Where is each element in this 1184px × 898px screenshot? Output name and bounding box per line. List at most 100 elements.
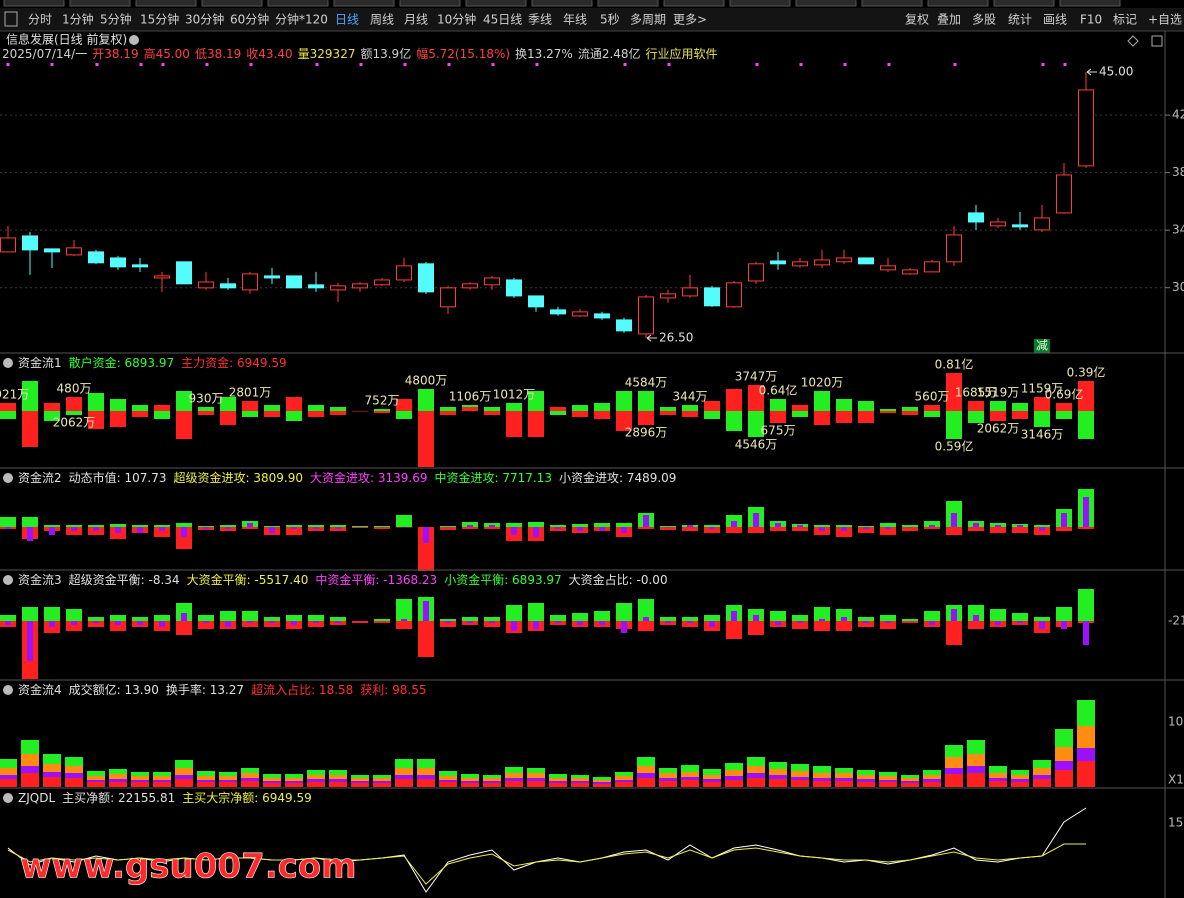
toolbar-button[interactable]: 叠加 <box>937 13 961 27</box>
toolbar-button[interactable]: 年线 <box>563 13 587 27</box>
bar <box>242 621 258 627</box>
candle-body <box>396 265 412 281</box>
bar <box>374 619 390 621</box>
toolbar-button[interactable]: 60分钟 <box>230 12 269 27</box>
candle-body <box>440 287 456 308</box>
info-item: 低38.19 <box>195 47 241 61</box>
window-icons <box>1127 35 1163 47</box>
bar <box>599 621 605 625</box>
toolbar-button[interactable]: 分时 <box>28 13 52 27</box>
bar <box>374 526 390 527</box>
bar-segment <box>65 773 83 778</box>
bar <box>1061 621 1067 629</box>
toolbar-button[interactable]: 统计 <box>1008 13 1032 27</box>
bar <box>401 619 407 621</box>
candle-body <box>0 237 16 253</box>
toolbar-button[interactable]: 10分钟 <box>437 12 476 27</box>
bar-segment <box>505 773 523 778</box>
toolbar-button[interactable]: 15分钟 <box>140 12 179 27</box>
bar <box>462 407 478 411</box>
bar <box>462 522 478 527</box>
toolbar-button[interactable]: F10 <box>1080 13 1102 27</box>
toolbar-button[interactable]: 1分钟 <box>62 12 94 27</box>
side-label: 10 <box>1168 715 1183 729</box>
toolbar-button[interactable]: 5分钟 <box>100 12 132 27</box>
bar-segment <box>703 779 721 782</box>
candle-body <box>880 265 896 271</box>
bar <box>1056 403 1072 411</box>
toolbar-button[interactable]: 标记 <box>1113 13 1137 27</box>
bar-segment <box>1033 779 1051 787</box>
toolbar-button[interactable]: 复权 <box>905 13 929 27</box>
toolbar-button[interactable]: 5秒 <box>600 13 620 27</box>
signal-label: 减 <box>1036 339 1048 353</box>
bar <box>1012 527 1028 533</box>
bar <box>704 401 720 411</box>
low-arrow <box>646 334 657 342</box>
bar-segment <box>1011 770 1029 775</box>
toolbar-button[interactable]: 周线 <box>370 13 394 27</box>
bar <box>704 615 720 621</box>
bar <box>1083 497 1089 527</box>
bar-segment <box>1055 770 1073 787</box>
toolbar-button[interactable]: 分钟*120 <box>275 12 328 27</box>
bar <box>88 525 104 527</box>
bar <box>660 526 676 527</box>
panel-menu-icon[interactable] <box>3 685 13 695</box>
bar-segment <box>813 773 831 778</box>
bar <box>572 405 588 411</box>
bar <box>506 523 522 527</box>
toolbar-button[interactable]: 30分钟 <box>185 12 224 27</box>
bar-segment <box>461 781 479 783</box>
bar <box>594 403 610 411</box>
bar <box>44 403 60 411</box>
bar <box>462 527 478 529</box>
bar-segment <box>285 783 303 787</box>
panel-menu-icon[interactable] <box>3 793 13 803</box>
bar <box>902 619 918 621</box>
toolbar-button[interactable]: +自选 <box>1148 13 1182 27</box>
bar <box>1017 621 1023 623</box>
toolbar-button[interactable]: 季线 <box>528 13 552 27</box>
bar <box>44 607 60 621</box>
bar <box>924 405 940 411</box>
bar <box>423 527 429 543</box>
bar-segment <box>593 784 611 787</box>
bar <box>814 391 830 411</box>
toolbar-button[interactable]: 画线 <box>1043 13 1067 27</box>
bar-segment <box>373 778 391 781</box>
bar <box>819 527 825 531</box>
bar <box>880 527 896 535</box>
toolbar-button[interactable]: 日线 <box>335 13 359 27</box>
bar <box>858 617 874 621</box>
panel-menu-icon[interactable] <box>3 575 13 585</box>
toolbar-button[interactable]: 多股 <box>972 13 996 27</box>
bar <box>814 411 830 425</box>
bar <box>132 411 148 417</box>
bar <box>572 613 588 621</box>
bar <box>247 621 253 623</box>
bar <box>1078 411 1094 439</box>
bar-segment <box>65 757 83 766</box>
candle-body <box>814 259 830 266</box>
candle-body <box>550 309 566 315</box>
title-menu-icon[interactable] <box>129 35 139 45</box>
bar-annotation: 560万 <box>915 390 950 404</box>
bar <box>951 609 957 621</box>
bar <box>880 411 896 413</box>
panel-menu-icon[interactable] <box>3 473 13 483</box>
bar <box>924 521 940 527</box>
toolbar-button[interactable]: 更多> <box>673 13 707 27</box>
bar <box>863 621 869 623</box>
toolbar-button[interactable]: 45日线 <box>483 13 522 27</box>
bar <box>286 527 302 535</box>
toolbar-button[interactable]: 月线 <box>404 13 428 27</box>
candle-body <box>682 287 698 297</box>
toolbar-button[interactable]: 多周期 <box>630 13 666 27</box>
bar <box>440 619 456 621</box>
bar <box>577 527 583 531</box>
bar-segment <box>109 779 127 782</box>
bar-segment <box>329 775 347 779</box>
bar <box>797 621 803 623</box>
panel-menu-icon[interactable] <box>3 358 13 368</box>
